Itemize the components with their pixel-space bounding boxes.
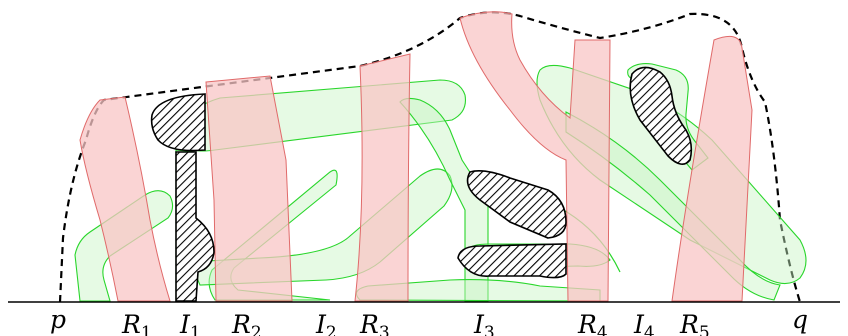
label-i3: I3 (473, 310, 495, 336)
label-i4: I4 (633, 310, 655, 336)
label-i2: I2 (315, 310, 337, 336)
hatched-region-i4 (629, 66, 693, 165)
label-r5: R5 (679, 310, 710, 336)
red-band-r4 (459, 11, 611, 302)
hatched-region-top-left (150, 93, 206, 152)
red-band-r5 (671, 35, 753, 302)
label-r1: R1 (121, 310, 152, 336)
labels: p q R1 I1 R2 I2 R3 I3 R4 I4 R5 (50, 305, 808, 336)
red-regions (79, 11, 753, 302)
hatched-region-i1-column (175, 151, 215, 302)
label-i1: I1 (179, 310, 201, 336)
label-q: q (792, 305, 808, 334)
label-r2: R2 (231, 310, 262, 336)
hatched-region-i3-lower (457, 243, 567, 279)
label-r4: R4 (577, 310, 608, 336)
label-p: p (50, 305, 66, 334)
hatched-regions (150, 66, 693, 302)
hatched-region-i3-upper (466, 170, 567, 239)
label-r3: R3 (359, 310, 390, 336)
red-band-r1 (79, 96, 171, 302)
red-band-r3 (354, 53, 411, 302)
red-band-r2 (205, 75, 293, 302)
